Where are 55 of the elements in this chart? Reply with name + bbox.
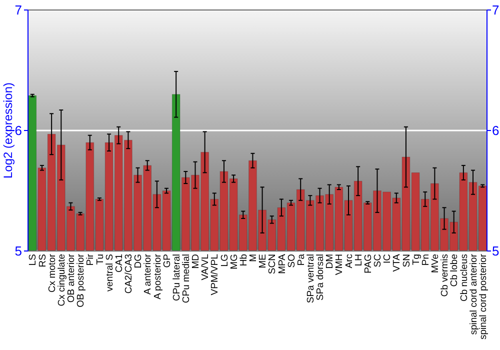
- x-tick-label: SPa dorsal: [315, 254, 326, 300]
- x-tick-label: VTA: [392, 253, 403, 272]
- x-tick-label: CA1: [114, 254, 125, 272]
- x-tick-label: Cx motor: [46, 254, 58, 293]
- x-tick-label: CPu lateral: [171, 254, 182, 301]
- x-tick-label: Cb vermis: [440, 254, 451, 297]
- x-tick-label: VPM/VPL: [210, 254, 221, 296]
- x-tick-label: Tu: [94, 254, 106, 265]
- x-tick-label: SO: [286, 254, 298, 268]
- x-tick-label: Cb lobe: [449, 254, 460, 287]
- x-tick-label: RS: [37, 254, 48, 268]
- x-tick-label: A anterior: [142, 254, 154, 295]
- x-tick-label: LH: [353, 254, 364, 266]
- x-tick-label: SN: [401, 254, 412, 268]
- x-tick-label: spinal cord anterior: [468, 254, 480, 335]
- x-tick-label: OB anterior: [66, 254, 78, 303]
- x-tick-label: CA2/CA3: [124, 254, 135, 294]
- x-tick-label: MVe: [430, 254, 442, 274]
- y-tick-label: 6: [14, 123, 22, 138]
- x-tick-label: LS: [28, 254, 39, 266]
- x-tick-label: Pn: [420, 254, 432, 266]
- x-tick-label: MG: [228, 254, 240, 270]
- x-tick-label: ventral S: [104, 254, 116, 292]
- x-tick-label: MD: [190, 254, 202, 269]
- x-tick-label: OB posterior: [76, 254, 87, 308]
- x-tick-label: MPA: [276, 253, 288, 274]
- x-tick-label: Arc: [344, 254, 355, 268]
- x-tick-label: A posterior: [152, 254, 164, 300]
- x-tick-label: IC: [382, 254, 394, 264]
- y2-tick-label: 5: [492, 244, 500, 259]
- x-tick-label: CPu medial: [180, 254, 192, 304]
- x-tick-label: Pa: [296, 253, 307, 266]
- x-tick-label: PAG: [362, 254, 374, 274]
- x-tick-label: VMH: [334, 254, 346, 276]
- x-tick-label: Cx cingulate: [56, 254, 68, 306]
- y-tick-label: 5: [14, 244, 22, 259]
- x-tick-label: SCN: [267, 254, 278, 274]
- y2-tick-label: 7: [492, 2, 500, 18]
- x-tick-label: SPa ventral: [306, 254, 317, 304]
- y2-tick-label: 6: [492, 123, 500, 138]
- x-tick-label: DG: [133, 254, 144, 268]
- x-tick-label: Cb nucleus: [458, 254, 470, 302]
- y-tick-label: 7: [14, 2, 22, 18]
- x-tick-label: DM: [324, 254, 336, 269]
- y-axis-title: Log2 (expression): [1, 82, 15, 179]
- x-tick-label: Pir: [85, 254, 96, 266]
- x-tick-label: ME: [258, 254, 269, 268]
- x-tick-label: Tg: [410, 254, 422, 266]
- x-tick-label: GP: [162, 254, 173, 268]
- x-tick-label: LG: [219, 254, 230, 267]
- x-tick-label: Hb: [238, 254, 250, 266]
- x-tick-label: VA/VL: [200, 254, 212, 280]
- x-tick-label: spinal cord posterior: [478, 254, 489, 340]
- x-tick-label: SC: [372, 254, 384, 268]
- x-tick-label: M: [248, 254, 260, 262]
